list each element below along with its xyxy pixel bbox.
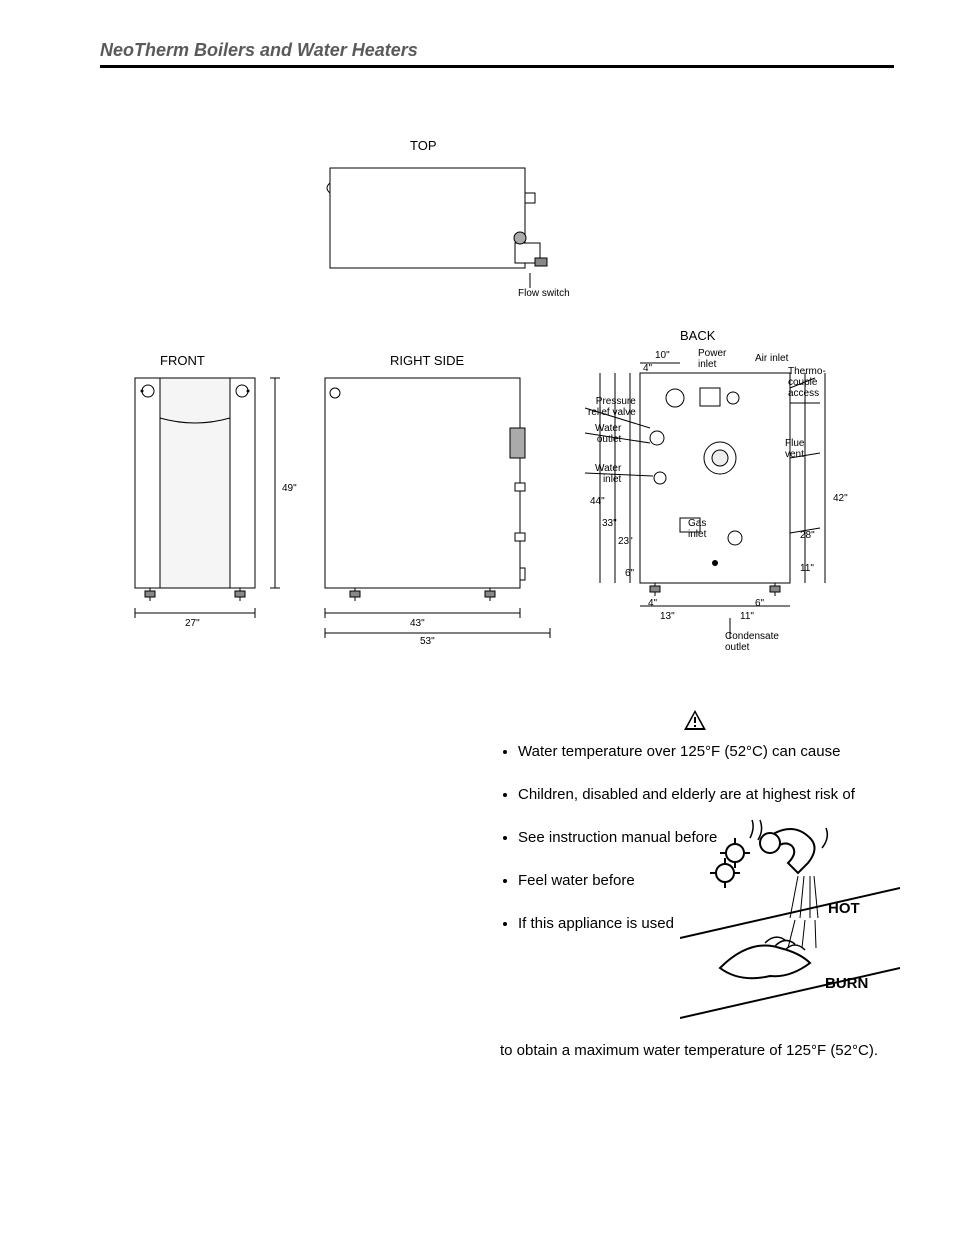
label-condensate: Condensate outlet xyxy=(725,631,779,653)
hot-text: HOT xyxy=(828,900,860,917)
label-water-inlet: Water inlet xyxy=(595,463,621,485)
page-title: NeoTherm Boilers and Water Heaters xyxy=(100,40,894,61)
bullet-1: Water temperature over 125°F (52°C) can … xyxy=(518,743,890,760)
label-top: TOP xyxy=(410,138,437,153)
dim-back-11a: 11" xyxy=(800,563,814,574)
trailing-text: to obtain a maximum water temperature of… xyxy=(500,1042,890,1059)
header-rule xyxy=(100,65,894,68)
dim-right-w: 43" xyxy=(410,618,425,629)
page: NeoTherm Boilers and Water Heaters TOP F… xyxy=(0,0,954,1235)
dim-back-6a: 6" xyxy=(625,568,634,579)
label-thermocouple: Thermo- couple access xyxy=(788,366,826,399)
warning-column: Water temperature over 125°F (52°C) can … xyxy=(500,708,890,1059)
dim-front-w: 27" xyxy=(185,618,200,629)
dim-back-11b: 11" xyxy=(740,611,754,622)
body-area: Water temperature over 125°F (52°C) can … xyxy=(100,708,894,1059)
dim-back-6b: 6" xyxy=(755,598,764,609)
diagram-area: TOP Flow switch FRONT xyxy=(100,138,894,678)
label-water-outlet: Water outlet xyxy=(595,423,621,445)
dim-back-4b: 4" xyxy=(648,598,657,609)
dim-back-42: 42" xyxy=(833,493,848,504)
dim-back-4a: 4" xyxy=(643,363,652,374)
dim-back-33: 33" xyxy=(602,518,617,529)
dim-right-total-w: 53" xyxy=(420,636,435,647)
dim-back-44: 44" xyxy=(590,496,605,507)
burn-text: BURN xyxy=(825,975,868,992)
warning-icon xyxy=(500,708,890,737)
label-flow-switch: Flow switch xyxy=(518,288,570,299)
front-view-svg xyxy=(120,373,290,633)
dim-back-10: 10" xyxy=(655,350,670,361)
right-side-svg xyxy=(310,373,570,653)
dim-back-13: 13" xyxy=(660,611,675,622)
label-air-inlet: Air inlet xyxy=(755,353,788,364)
label-gas-inlet: Gas inlet xyxy=(688,518,706,540)
dim-back-28: 28" xyxy=(800,530,815,541)
label-power-inlet: Power inlet xyxy=(698,348,726,370)
label-back: BACK xyxy=(680,328,715,343)
bullet-2: Children, disabled and elderly are at hi… xyxy=(518,786,890,803)
top-view-svg xyxy=(320,158,560,298)
label-prv: Pressure relief valve xyxy=(588,396,636,418)
label-front: FRONT xyxy=(160,353,205,368)
dim-front-h: 49" xyxy=(282,483,297,494)
label-flue-vent: Flue vent xyxy=(785,438,804,460)
dim-back-23: 23" xyxy=(618,536,633,547)
label-right-side: RIGHT SIDE xyxy=(390,353,464,368)
burn-illustration: HOT BURN xyxy=(680,818,900,1028)
